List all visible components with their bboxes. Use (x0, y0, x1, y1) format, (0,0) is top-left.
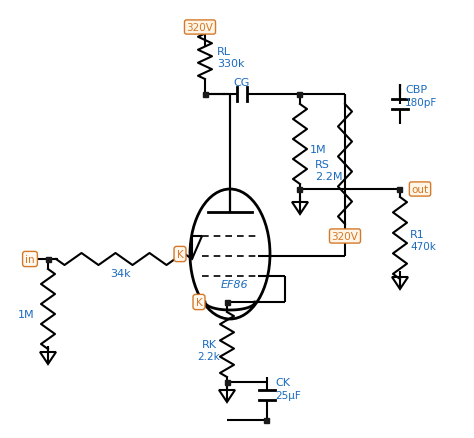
Text: CG: CG (233, 78, 250, 88)
Text: RS: RS (315, 159, 330, 170)
Bar (298, 187, 302, 192)
Bar (225, 300, 229, 305)
Text: 180pF: 180pF (405, 98, 437, 108)
Text: R1: R1 (410, 230, 425, 240)
Bar (264, 417, 270, 423)
Bar (298, 92, 302, 97)
Text: 34k: 34k (109, 268, 130, 279)
Text: 320V: 320V (331, 231, 358, 241)
Text: 25μF: 25μF (275, 390, 301, 400)
Text: RK: RK (201, 340, 217, 350)
Text: 1M: 1M (18, 309, 34, 319)
Text: in: in (25, 254, 35, 265)
Text: RL: RL (217, 47, 231, 57)
Text: K: K (177, 249, 183, 259)
Text: EF86: EF86 (221, 279, 249, 290)
Text: out: out (411, 184, 428, 194)
Text: CBP: CBP (405, 85, 427, 95)
Text: 2.2M: 2.2M (315, 172, 343, 182)
Bar (46, 257, 51, 262)
Bar (202, 92, 208, 97)
Text: 330k: 330k (217, 59, 245, 69)
Text: 470k: 470k (410, 241, 436, 251)
Bar (225, 380, 229, 385)
Text: 320V: 320V (187, 23, 213, 33)
Bar (398, 187, 402, 192)
Text: 2.2k: 2.2k (198, 352, 220, 362)
Text: CK: CK (275, 377, 290, 387)
Text: 1M: 1M (310, 145, 327, 155)
Text: K: K (196, 297, 202, 307)
